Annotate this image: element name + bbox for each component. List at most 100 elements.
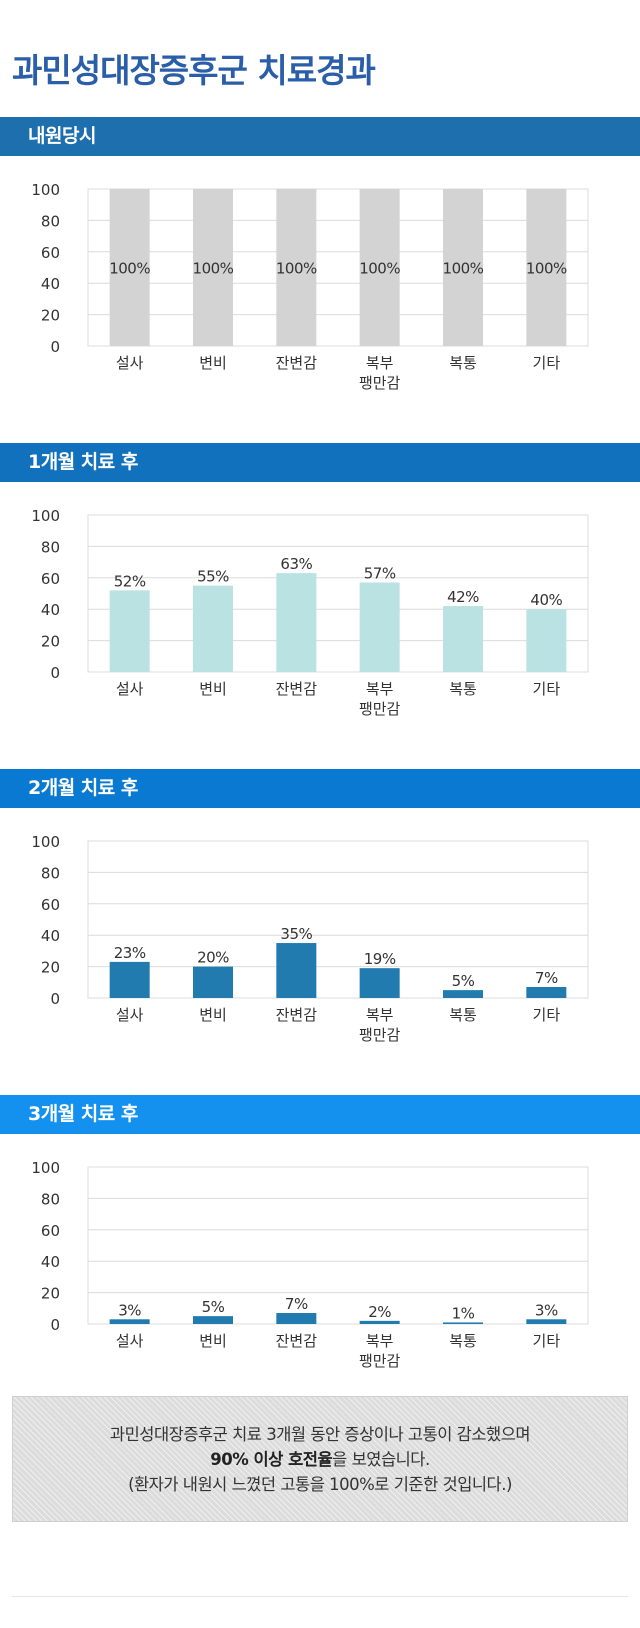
bar bbox=[193, 966, 233, 998]
summary-line-2-rest: 을 보였습니다. bbox=[332, 1449, 430, 1469]
category-label: 팽만감 bbox=[359, 1026, 401, 1044]
data-label: 7% bbox=[285, 1295, 308, 1313]
bottom-divider bbox=[12, 1596, 628, 1597]
summary-line-2: 90% 이상 호전율을 보였습니다. bbox=[210, 1447, 430, 1472]
bar bbox=[526, 1319, 567, 1324]
y-tick-label: 20 bbox=[41, 959, 60, 977]
data-label: 2% bbox=[368, 1303, 391, 1321]
bar bbox=[526, 189, 567, 346]
bar bbox=[359, 582, 400, 672]
bar bbox=[443, 606, 483, 672]
y-tick-label: 60 bbox=[41, 1222, 60, 1240]
category-label: 기타 bbox=[533, 1006, 561, 1024]
plot-frame bbox=[87, 188, 589, 347]
category-label: 복통 bbox=[449, 1006, 477, 1024]
y-tick-label: 0 bbox=[50, 990, 60, 1008]
data-label: 20% bbox=[197, 949, 229, 967]
data-label: 23% bbox=[114, 944, 146, 962]
bar bbox=[359, 1320, 400, 1324]
y-tick-label: 20 bbox=[41, 307, 60, 325]
category-label: 복부 bbox=[366, 354, 394, 372]
category-label: 변비 bbox=[199, 680, 227, 698]
category-label: 복통 bbox=[449, 354, 477, 372]
bar bbox=[109, 590, 150, 672]
category-label: 잔변감 bbox=[276, 680, 318, 698]
category-label: 복통 bbox=[449, 1332, 477, 1350]
data-label: 19% bbox=[364, 950, 396, 968]
y-tick-label: 80 bbox=[41, 212, 60, 230]
y-tick-label: 0 bbox=[50, 664, 60, 682]
category-label: 기타 bbox=[533, 680, 561, 698]
category-label: 잔변감 bbox=[276, 1332, 318, 1350]
bar bbox=[359, 189, 400, 346]
data-label: 3% bbox=[118, 1301, 141, 1319]
y-tick-label: 80 bbox=[41, 538, 60, 556]
plot-frame bbox=[87, 1166, 589, 1325]
category-label: 변비 bbox=[199, 1332, 227, 1350]
y-tick-label: 60 bbox=[41, 244, 60, 262]
section-header-1-month: 1개월 치료 후 bbox=[0, 443, 640, 482]
category-label: 복통 bbox=[449, 680, 477, 698]
data-label: 100% bbox=[276, 260, 317, 278]
plot-frame bbox=[87, 514, 589, 673]
bar bbox=[443, 1322, 483, 1324]
data-label: 52% bbox=[114, 572, 146, 590]
summary-line-3: (환자가 내원시 느꼈던 고통을 100%로 기준한 것입니다.) bbox=[128, 1474, 512, 1494]
bar bbox=[109, 1319, 150, 1324]
category-label: 복부 bbox=[366, 1332, 394, 1350]
data-label: 42% bbox=[447, 588, 479, 606]
data-label: 3% bbox=[535, 1301, 558, 1319]
y-tick-label: 100 bbox=[31, 507, 60, 525]
y-tick-label: 20 bbox=[41, 633, 60, 651]
bar bbox=[276, 189, 317, 346]
section-header-initial: 내원당시 bbox=[0, 117, 640, 156]
section-header-3-months: 3개월 치료 후 bbox=[0, 1095, 640, 1134]
data-label: 40% bbox=[530, 591, 562, 609]
category-label: 설사 bbox=[116, 1332, 144, 1350]
data-label: 100% bbox=[526, 260, 567, 278]
category-label: 설사 bbox=[116, 680, 144, 698]
category-label: 설사 bbox=[116, 1006, 144, 1024]
y-tick-label: 100 bbox=[31, 833, 60, 851]
data-label: 7% bbox=[535, 969, 558, 987]
y-tick-label: 80 bbox=[41, 864, 60, 882]
category-label: 변비 bbox=[199, 1006, 227, 1024]
data-label: 57% bbox=[364, 565, 396, 583]
bar bbox=[193, 189, 233, 346]
bar bbox=[359, 968, 400, 998]
category-label: 기타 bbox=[533, 354, 561, 372]
y-tick-label: 100 bbox=[31, 181, 60, 199]
data-label: 5% bbox=[452, 972, 475, 990]
y-tick-label: 60 bbox=[41, 896, 60, 914]
y-tick-label: 60 bbox=[41, 570, 60, 588]
bar bbox=[276, 573, 317, 672]
category-label: 기타 bbox=[533, 1332, 561, 1350]
data-label: 100% bbox=[193, 260, 234, 278]
data-label: 100% bbox=[359, 260, 400, 278]
y-tick-label: 20 bbox=[41, 1285, 60, 1303]
y-tick-label: 40 bbox=[41, 927, 60, 945]
y-tick-label: 0 bbox=[50, 1316, 60, 1334]
bar bbox=[109, 189, 150, 346]
bar bbox=[443, 990, 483, 998]
category-label: 팽만감 bbox=[359, 1352, 401, 1370]
section-header-2-months: 2개월 치료 후 bbox=[0, 769, 640, 808]
y-tick-label: 80 bbox=[41, 1190, 60, 1208]
data-label: 55% bbox=[197, 568, 229, 586]
category-label: 변비 bbox=[199, 354, 227, 372]
chart-initial: 0 20 40 60 80 100 100% 설사 100% 변비 100% 잔변감 100% 복부팽만감… bbox=[31, 181, 589, 392]
plot-frame bbox=[87, 840, 589, 999]
data-label: 35% bbox=[280, 925, 312, 943]
bar bbox=[276, 943, 317, 998]
bar bbox=[109, 961, 150, 998]
summary-highlight: 90% 이상 호전율 bbox=[210, 1449, 333, 1469]
page-title: 과민성대장증후군 치료경과 bbox=[12, 51, 376, 90]
category-label: 잔변감 bbox=[276, 1006, 318, 1024]
category-label: 팽만감 bbox=[359, 700, 401, 718]
data-label: 63% bbox=[280, 555, 312, 573]
bar bbox=[526, 609, 567, 672]
summary-line-1: 과민성대장증후군 치료 3개월 동안 증상이나 고통이 감소했으며 bbox=[109, 1424, 531, 1444]
